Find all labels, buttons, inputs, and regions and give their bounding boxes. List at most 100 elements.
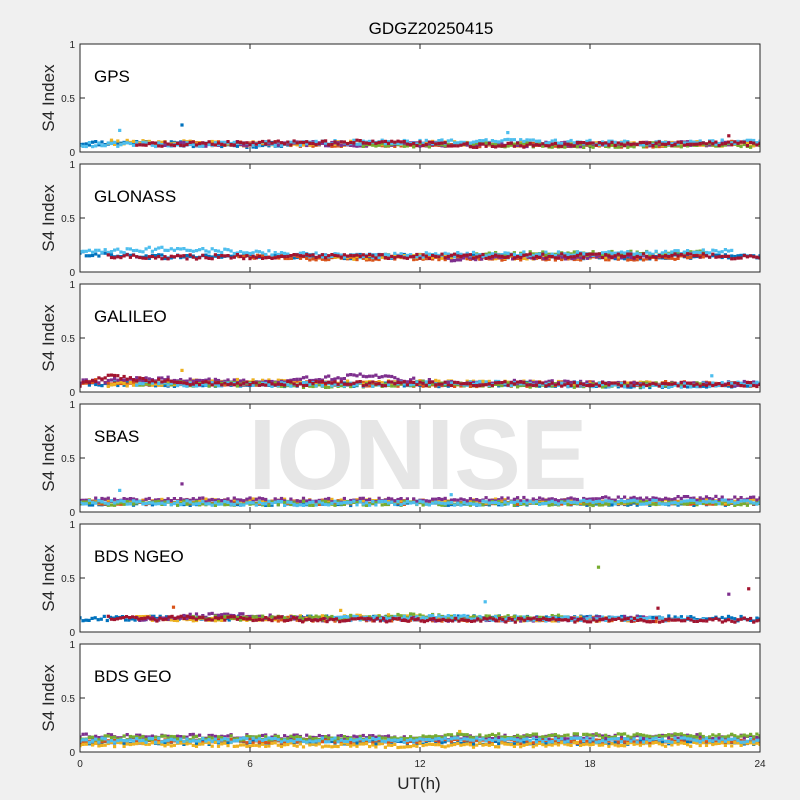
- data-point: [519, 501, 523, 505]
- data-point: [242, 499, 246, 503]
- data-point: [169, 140, 173, 144]
- data-point: [368, 253, 372, 257]
- data-point: [301, 143, 306, 147]
- data-point: [160, 380, 164, 384]
- data-point: [461, 256, 466, 260]
- data-point: [560, 141, 564, 146]
- data-point: [664, 382, 668, 386]
- data-point: [141, 377, 145, 381]
- data-point: [216, 384, 221, 388]
- data-point: [160, 140, 164, 144]
- data-point: [176, 380, 180, 385]
- data-point: [91, 145, 95, 149]
- data-point: [730, 257, 734, 261]
- data-point: [267, 142, 271, 146]
- data-point: [301, 254, 306, 258]
- data-point: [449, 381, 454, 385]
- data-point: [81, 500, 85, 504]
- data-point: [232, 251, 236, 256]
- data-point: [324, 254, 328, 258]
- data-point: [487, 501, 491, 505]
- data-point: [613, 140, 617, 144]
- data-point: [119, 143, 123, 147]
- data-point: [405, 142, 409, 146]
- data-point: [409, 253, 413, 257]
- data-point: [446, 144, 450, 148]
- data-point: [361, 144, 365, 148]
- data-point: [726, 381, 731, 385]
- data-point: [711, 139, 715, 143]
- data-point: [289, 502, 293, 507]
- data-point: [431, 497, 435, 501]
- data-point: [497, 383, 501, 387]
- data-point: [377, 375, 381, 379]
- data-point: [550, 142, 554, 146]
- data-point: [446, 503, 450, 507]
- data-point: [579, 256, 583, 260]
- data-point: [226, 140, 230, 144]
- data-point: [150, 381, 154, 385]
- data-point: [673, 143, 677, 147]
- data-point: [525, 257, 529, 261]
- data-point: [692, 496, 696, 500]
- data-point: [273, 251, 277, 255]
- data-point: [386, 380, 391, 384]
- data-point: [213, 249, 217, 253]
- data-point: [289, 140, 293, 144]
- data-point: [396, 380, 400, 385]
- data-point: [276, 503, 280, 507]
- data-point: [301, 385, 306, 389]
- data-point: [412, 376, 416, 380]
- data-point: [720, 383, 724, 387]
- data-point: [355, 380, 359, 384]
- data-point: [591, 252, 595, 256]
- data-point: [689, 250, 693, 254]
- data-point: [670, 256, 674, 260]
- data-point: [380, 383, 384, 388]
- data-point: [314, 255, 318, 259]
- data-point: [204, 253, 208, 257]
- data-point: [657, 497, 661, 501]
- data-point: [415, 380, 419, 384]
- data-point: [172, 380, 176, 384]
- data-point: [113, 503, 117, 507]
- data-point: [185, 499, 189, 503]
- data-point: [742, 140, 746, 144]
- data-point: [689, 381, 693, 385]
- data-point: [610, 503, 614, 507]
- data-point: [154, 141, 158, 145]
- data-point: [235, 140, 239, 144]
- data-point: [528, 383, 532, 387]
- data-point: [582, 141, 586, 145]
- data-point: [446, 254, 450, 258]
- data-point: [629, 255, 633, 260]
- data-point: [689, 142, 693, 146]
- data-point: [443, 380, 447, 384]
- data-point: [361, 384, 365, 388]
- data-point: [283, 383, 287, 387]
- data-point: [519, 258, 523, 262]
- data-point: [538, 380, 542, 384]
- data-point: [308, 382, 312, 387]
- data-point: [632, 142, 636, 146]
- data-point: [610, 256, 614, 260]
- data-point: [610, 500, 614, 504]
- data-point: [257, 496, 261, 500]
- data-point: [150, 254, 154, 259]
- data-point: [229, 256, 233, 260]
- data-point: [566, 503, 570, 507]
- data-point: [324, 141, 328, 145]
- data-point: [103, 497, 107, 501]
- data-point: [462, 253, 466, 257]
- data-point: [292, 380, 296, 384]
- data-point: [201, 502, 205, 506]
- data-point: [648, 498, 652, 502]
- data-point: [176, 500, 180, 504]
- data-point: [509, 141, 513, 145]
- data-point: [446, 256, 450, 260]
- data-point: [733, 141, 737, 146]
- data-point: [654, 382, 658, 386]
- data-point: [575, 497, 579, 502]
- data-point: [453, 384, 457, 388]
- data-point: [201, 247, 205, 251]
